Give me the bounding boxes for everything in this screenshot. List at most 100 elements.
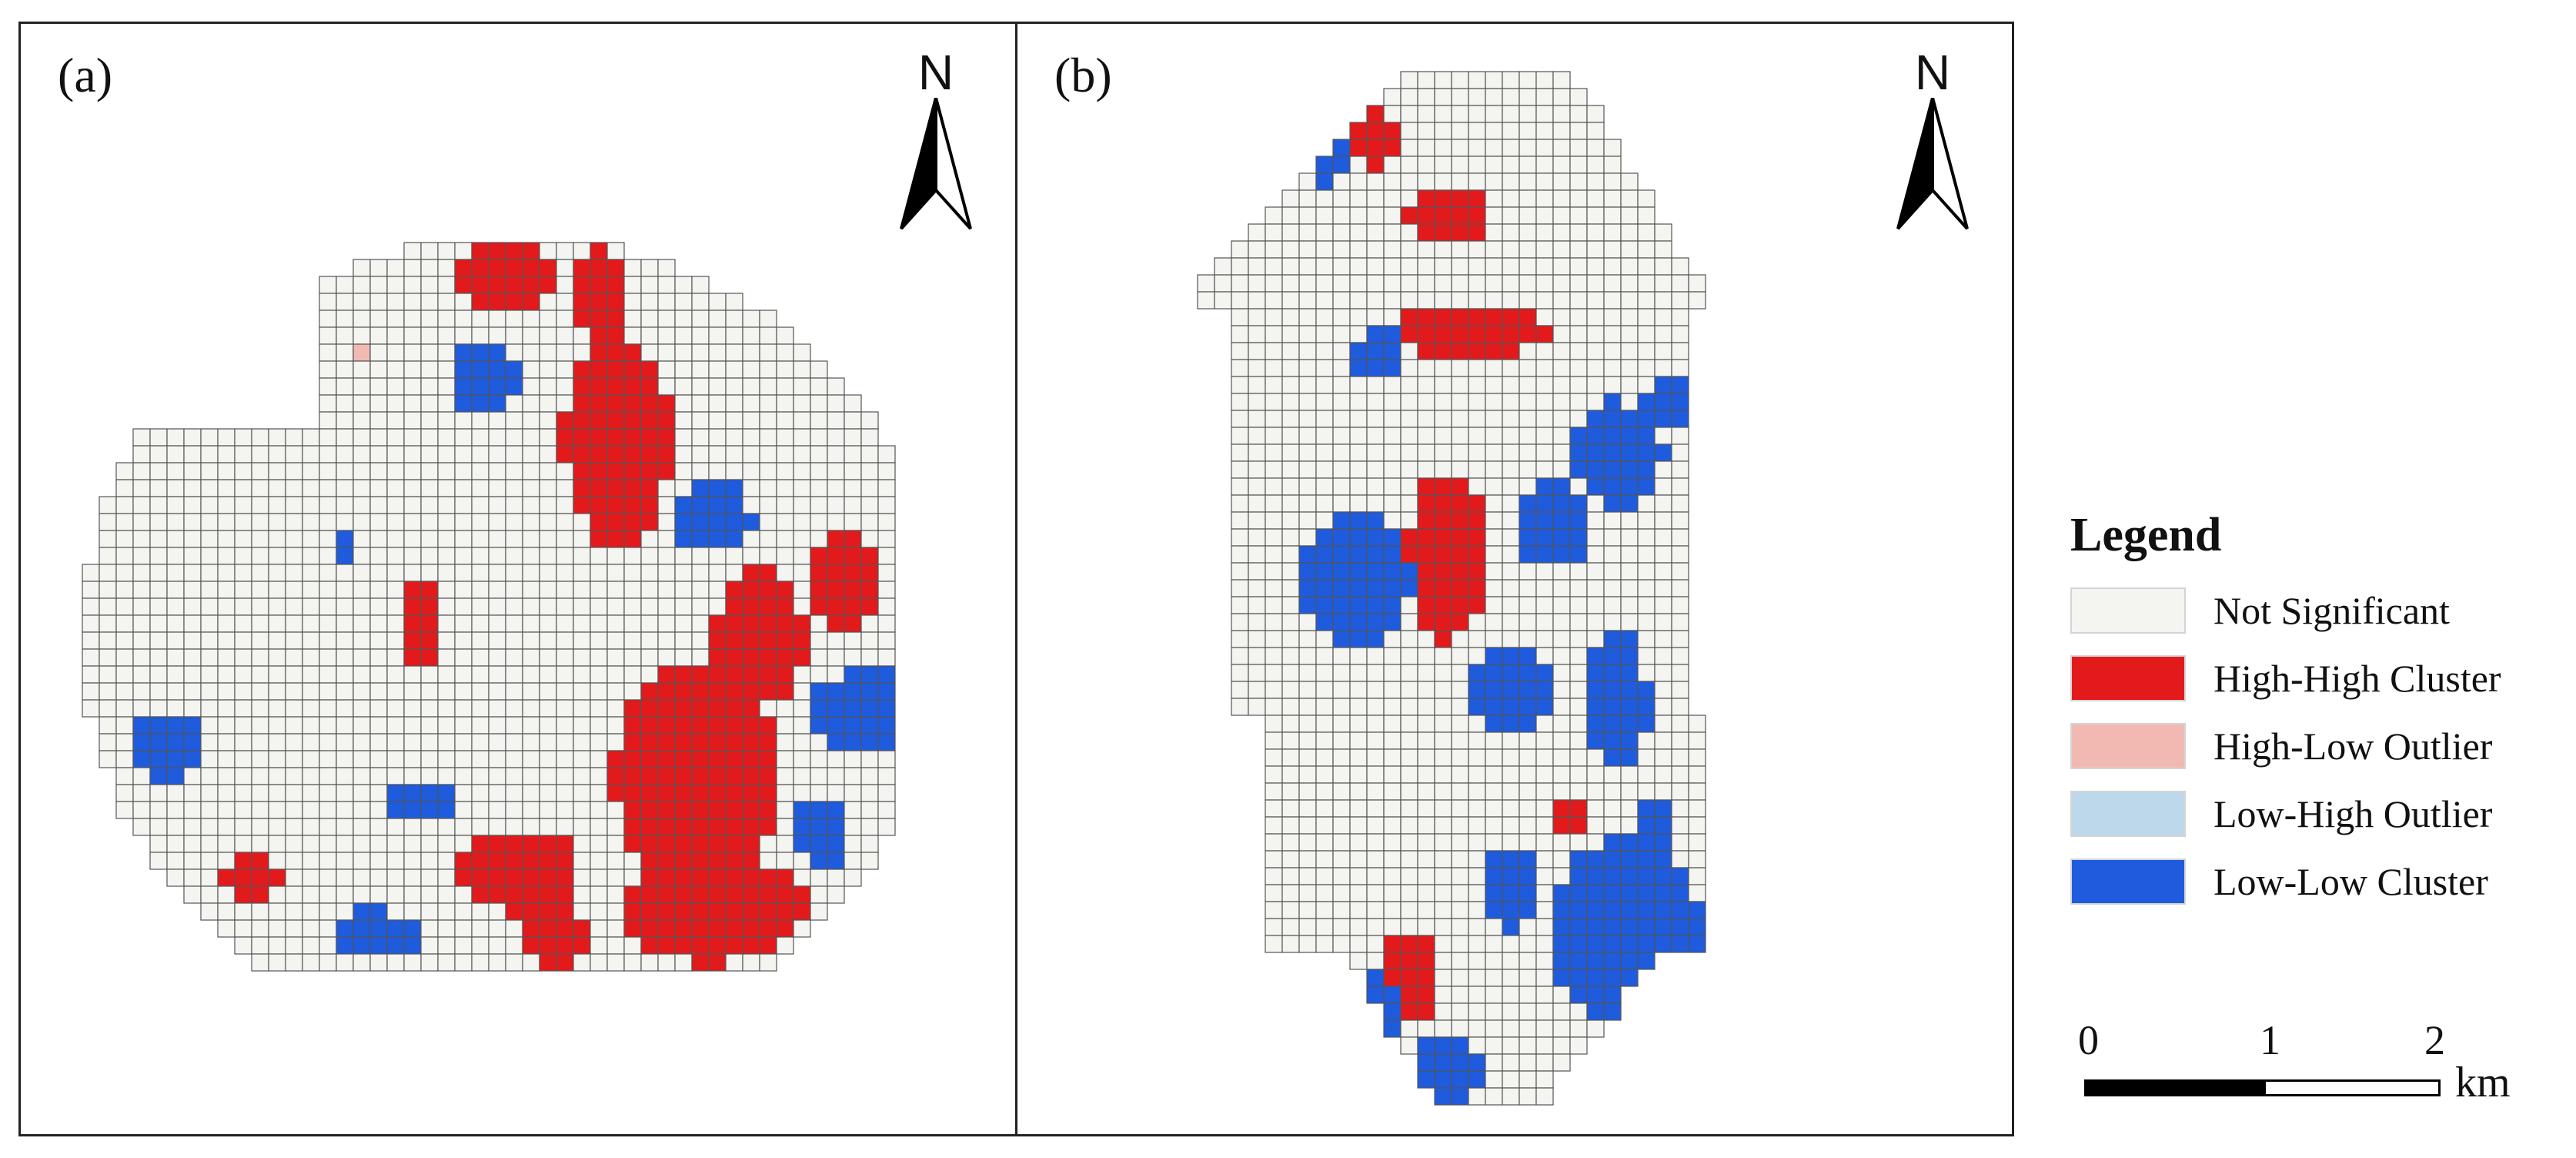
grid-cell <box>1468 393 1486 411</box>
grid-cell <box>454 394 473 413</box>
grid-cell <box>1468 511 1486 530</box>
grid-cell <box>742 496 760 514</box>
grid-cell <box>877 597 896 616</box>
grid-cell <box>1400 105 1418 123</box>
grid-cell <box>336 750 354 768</box>
grid-cell <box>183 513 202 531</box>
grid-cell <box>369 648 388 667</box>
grid-cell <box>877 818 896 836</box>
grid-cell <box>115 784 134 802</box>
grid-cell <box>352 835 371 853</box>
grid-cell <box>302 733 320 751</box>
grid-cell <box>1383 291 1402 310</box>
grid-cell <box>352 852 371 870</box>
grid-cell <box>860 648 879 667</box>
grid-cell <box>386 614 405 633</box>
grid-cell <box>132 547 151 565</box>
grid-cell <box>369 835 388 853</box>
grid-cell <box>1502 562 1520 581</box>
grid-cell <box>1519 172 1537 191</box>
grid-cell <box>1400 596 1418 614</box>
grid-cell <box>454 767 473 785</box>
grid-cell <box>1586 647 1605 665</box>
grid-cell <box>1451 748 1469 767</box>
grid-cell <box>1366 393 1385 411</box>
grid-cell <box>217 852 236 870</box>
grid-cell <box>403 513 422 531</box>
grid-cell <box>657 597 676 616</box>
grid-cell <box>1468 528 1486 547</box>
grid-cell <box>1603 867 1622 885</box>
grid-cell <box>1485 647 1503 665</box>
grid-cell <box>522 801 540 819</box>
grid-cell <box>217 716 236 735</box>
grid-cell <box>674 564 693 582</box>
grid-cell <box>166 547 185 565</box>
grid-cell <box>1502 189 1520 208</box>
grid-cell <box>420 801 439 819</box>
grid-cell <box>708 936 727 955</box>
grid-cell <box>132 631 151 650</box>
grid-cell <box>657 902 676 921</box>
grid-cell <box>623 428 642 447</box>
grid-cell <box>1552 833 1571 852</box>
grid-cell <box>725 360 743 379</box>
grid-cell <box>200 784 219 802</box>
grid-cell <box>1400 664 1418 682</box>
grid-cell <box>1417 562 1435 581</box>
grid-cell <box>556 293 574 311</box>
grid-cell <box>166 445 185 464</box>
grid-cell <box>1400 427 1418 445</box>
grid-cell <box>1519 1070 1537 1089</box>
grid-cell <box>1688 291 1706 310</box>
grid-cell <box>1366 867 1385 885</box>
grid-cell <box>860 835 879 853</box>
grid-cell <box>386 597 405 616</box>
grid-cell <box>386 953 405 972</box>
grid-cell <box>488 479 506 497</box>
grid-cell <box>1417 494 1435 513</box>
grid-cell <box>403 784 422 802</box>
grid-cell <box>183 631 202 650</box>
grid-cell <box>200 479 219 497</box>
grid-cell <box>1519 698 1537 716</box>
grid-cell <box>776 885 794 904</box>
grid-cell <box>623 733 642 751</box>
grid-cell <box>183 733 202 751</box>
grid-cell <box>488 835 506 853</box>
grid-cell <box>573 496 591 514</box>
grid-cell <box>759 902 777 921</box>
grid-cell <box>556 428 574 447</box>
grid-cell <box>1468 359 1486 377</box>
grid-cell <box>1671 393 1689 411</box>
grid-cell <box>319 310 337 328</box>
grid-cell <box>336 326 354 345</box>
grid-cell <box>1400 681 1418 699</box>
grid-cell <box>573 733 591 751</box>
grid-cell <box>691 750 710 768</box>
legend-label: Low-Low Cluster <box>2213 860 2488 903</box>
grid-cell <box>1231 562 1249 581</box>
grid-cell <box>1485 257 1503 276</box>
grid-cell <box>82 648 100 667</box>
grid-cell <box>454 936 473 955</box>
grid-cell <box>640 564 659 582</box>
grid-cell <box>691 530 710 548</box>
grid-cell <box>1265 528 1283 547</box>
grid-cell <box>471 767 489 785</box>
grid-cell <box>1332 596 1351 614</box>
grid-cell <box>1620 342 1639 360</box>
grid-cell <box>1552 952 1571 970</box>
grid-cell <box>1383 325 1402 343</box>
grid-cell <box>1603 1002 1622 1021</box>
grid-cell <box>1451 291 1469 310</box>
grid-cell <box>1603 156 1622 174</box>
grid-cell <box>623 259 642 277</box>
grid-cell <box>522 885 540 904</box>
grid-cell <box>1281 901 1300 919</box>
grid-cell <box>1451 1036 1469 1055</box>
grid-cell <box>1620 562 1639 581</box>
grid-cell <box>1502 969 1520 987</box>
grid-cell <box>1265 308 1283 326</box>
grid-cell <box>640 360 659 379</box>
